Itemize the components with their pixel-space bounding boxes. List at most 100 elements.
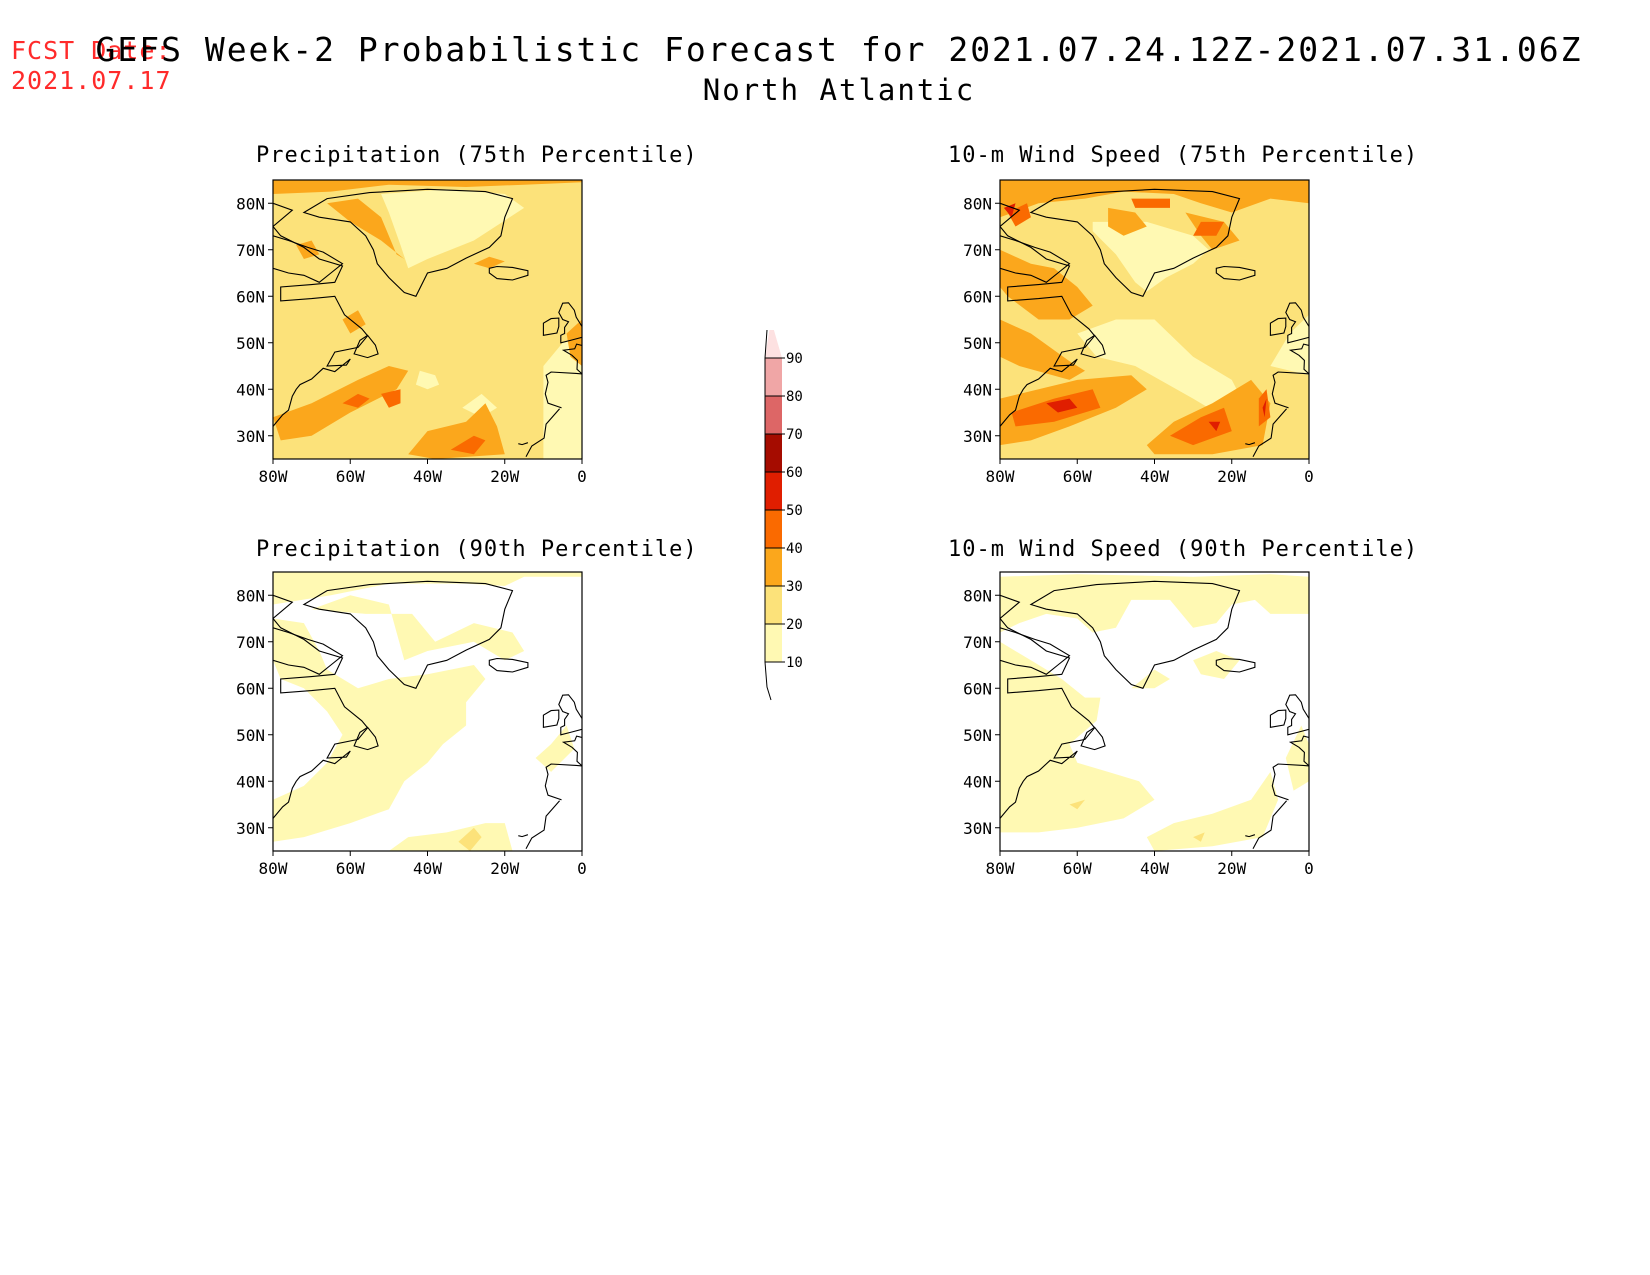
panel-title-precip-90: Precipitation (90th Percentile) <box>256 537 698 562</box>
map-precip-75: 80N 70N 60N 50N 40N 30N 80W 60W 40W 20W 0 <box>236 179 587 486</box>
contour-fill-30 <box>1000 180 1309 218</box>
contour-fill-50 <box>1262 398 1267 418</box>
coastline-baffin <box>273 627 344 675</box>
lon-tick-label: 60W <box>1063 859 1092 878</box>
contour-fill-30 <box>1000 319 1085 380</box>
contour-fill-40 <box>450 435 486 455</box>
coastline-america <box>273 594 369 819</box>
colorbar-box-50 <box>765 472 782 510</box>
coastline-newfoundland <box>353 726 379 751</box>
coastline-america <box>1000 202 1096 427</box>
contour-fill-10 <box>273 618 486 842</box>
coastline-baffin <box>273 235 344 283</box>
lat-tick-label: 50N <box>963 726 992 745</box>
lat-tick-label: 30N <box>236 427 265 446</box>
contour-fill-30 <box>273 366 409 441</box>
coastline-africa <box>525 800 561 849</box>
coastline-baffin <box>1000 235 1071 283</box>
lon-tick-label: 80W <box>259 859 288 878</box>
lon-tick-label: 20W <box>490 467 519 486</box>
colorbar-label-80: 80 <box>786 389 803 405</box>
contour-fill-10 <box>1077 319 1252 422</box>
coastline-canaries <box>518 834 529 838</box>
coastline-france <box>1288 343 1309 375</box>
coastline-iberia <box>1271 763 1309 801</box>
lat-tick-label: 50N <box>236 334 265 353</box>
coastlines <box>273 580 582 849</box>
panel-title-wind-75: 10-m Wind Speed (75th Percentile) <box>948 143 1419 168</box>
contour-fill-50 <box>1003 203 1016 218</box>
lat-tick-label: 70N <box>236 241 265 260</box>
coastline-iceland <box>1215 657 1256 673</box>
contour-fill-10 <box>1000 641 1155 833</box>
coastline-ireland <box>1269 317 1287 336</box>
lon-tick-label: 60W <box>1063 467 1092 486</box>
contour-fill-20 <box>458 827 482 851</box>
colorbar-legend: 10 20 30 40 50 60 70 80 90 <box>764 330 803 701</box>
coastline-greenland <box>302 580 514 689</box>
colorbar-label-20: 20 <box>786 617 803 633</box>
coastline-america <box>273 202 369 427</box>
lon-tick-label: 60W <box>336 859 365 878</box>
coastline-newfoundland <box>1080 334 1106 359</box>
lat-tick-label: 80N <box>963 586 992 605</box>
contour-fill-10 <box>1092 221 1209 292</box>
contour-fill-20 <box>1069 799 1085 810</box>
contour-fill-10 <box>273 572 582 605</box>
colorbar-box-70 <box>765 396 782 434</box>
probability-field <box>1000 180 1309 459</box>
lat-tick-label: 80N <box>236 586 265 605</box>
coastline-canaries <box>1245 442 1256 446</box>
contour-fill-10 <box>1270 314 1309 376</box>
coastline-africa <box>1252 800 1288 849</box>
lon-tick-label: 40W <box>1140 859 1169 878</box>
lat-tick-label: 50N <box>963 334 992 353</box>
lat-tick-label: 70N <box>963 241 992 260</box>
contour-fill-30 <box>327 198 405 259</box>
coastline-newfoundland <box>353 334 379 359</box>
contour-fill-10 <box>1285 725 1309 791</box>
contour-fill-40 <box>1170 407 1232 446</box>
contour-fill-10 <box>543 333 582 459</box>
coastline-greenland <box>1029 580 1241 689</box>
contour-fill-30 <box>1108 207 1147 236</box>
coastline-newfoundland <box>1080 726 1106 751</box>
coastline-ireland <box>542 317 560 336</box>
lat-tick-label: 40N <box>963 380 992 399</box>
lat-tick-label: 40N <box>236 772 265 791</box>
colorbar-box-20 <box>765 586 782 624</box>
coastline-france <box>561 735 582 767</box>
lon-tick-label: 20W <box>490 859 519 878</box>
forecast-date-label: FCST Date: <box>11 36 172 65</box>
colorbar-box-30 <box>765 548 782 586</box>
main-title: GEFS Week-2 Probabilistic Forecast for 2… <box>95 30 1583 69</box>
map-precip-90: 80N 70N 60N 50N 40N 30N 80W 60W 40W 20W 0 <box>236 571 587 878</box>
lat-tick-label: 40N <box>963 772 992 791</box>
contour-fill-20 <box>1193 832 1205 842</box>
probability-field <box>273 180 582 459</box>
panel-title-wind-90: 10-m Wind Speed (90th Percentile) <box>948 537 1419 562</box>
contour-fill-10 <box>535 725 575 772</box>
lat-tick-label: 80N <box>963 194 992 213</box>
colorbar-top-arrow <box>765 330 782 358</box>
lat-tick-label: 60N <box>963 679 992 698</box>
coastline-france <box>561 343 582 375</box>
colorbar-label-10: 10 <box>786 655 803 671</box>
coastline-africa <box>525 408 561 457</box>
coastline-iceland <box>1215 265 1256 281</box>
colorbar-box-60 <box>765 434 782 472</box>
lat-tick-label: 70N <box>236 633 265 652</box>
lat-tick-label: 30N <box>963 819 992 838</box>
contour-fill-10 <box>1131 669 1170 689</box>
lon-tick-label: 80W <box>986 859 1015 878</box>
lon-tick-label: 0 <box>577 467 587 486</box>
coastline-iceland <box>488 657 529 673</box>
coastline-greenland <box>302 188 514 297</box>
coastline-uk <box>1285 694 1309 736</box>
lon-tick-label: 20W <box>1217 859 1246 878</box>
probability-field <box>273 572 582 851</box>
colorbar-box-10 <box>765 624 782 662</box>
map-wind-75: 80N 70N 60N 50N 40N 30N 80W 60W 40W 20W 0 <box>963 179 1314 486</box>
lat-tick-label: 70N <box>963 633 992 652</box>
coastline-africa <box>1252 408 1288 457</box>
